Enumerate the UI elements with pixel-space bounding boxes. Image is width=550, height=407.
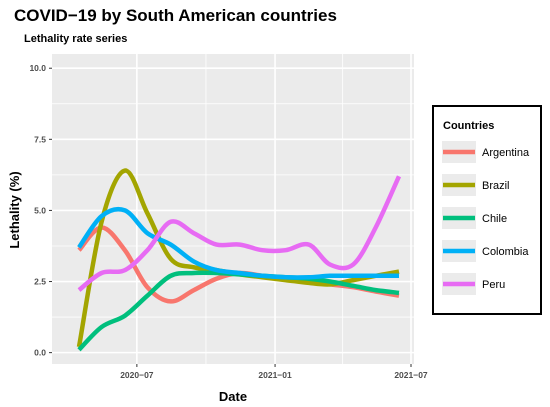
plot-area xyxy=(52,54,414,364)
legend-label: Argentina xyxy=(482,147,530,159)
x-axis-title: Date xyxy=(219,389,247,404)
y-tick-label: 5.0 xyxy=(34,205,46,215)
x-tick-label: 2021−07 xyxy=(394,370,428,380)
legend-items: Argentina Brazil Chile Colombia Peru xyxy=(442,141,530,295)
legend-label: Chile xyxy=(482,213,507,225)
y-tick-label: 0.0 xyxy=(34,348,46,358)
legend-item-chile: Chile xyxy=(442,207,507,229)
series-line-colombia xyxy=(77,206,399,280)
series-line-peru xyxy=(77,175,402,292)
legend-label: Peru xyxy=(482,279,505,291)
x-tick-label: 2021−01 xyxy=(258,370,292,380)
y-tick-label: 7.5 xyxy=(34,134,46,144)
y-axis-title: Lethality (%) xyxy=(7,171,22,248)
legend-item-argentina: Argentina xyxy=(442,141,530,163)
legend-label: Colombia xyxy=(482,246,529,258)
chart-subtitle: Lethality rate series xyxy=(24,33,127,45)
legend-item-colombia: Colombia xyxy=(442,240,529,262)
chart-title: COVID−19 by South American countries xyxy=(14,6,337,25)
legend-title: Countries xyxy=(443,120,494,132)
legend-label: Brazil xyxy=(482,180,510,192)
legend: Countries Argentina Brazil Chile Colombia Pe… xyxy=(432,105,542,315)
x-tick-label: 2020−07 xyxy=(120,370,154,380)
y-axis: 0.0 2.5 5.0 7.5 10.0 xyxy=(29,63,52,358)
legend-item-brazil: Brazil xyxy=(442,174,510,196)
x-axis: 2020−07 2021−01 2021−07 xyxy=(120,364,428,380)
y-tick-label: 10.0 xyxy=(29,63,46,73)
series-lines xyxy=(76,168,402,352)
y-tick-label: 2.5 xyxy=(34,277,46,287)
legend-item-peru: Peru xyxy=(442,273,505,295)
